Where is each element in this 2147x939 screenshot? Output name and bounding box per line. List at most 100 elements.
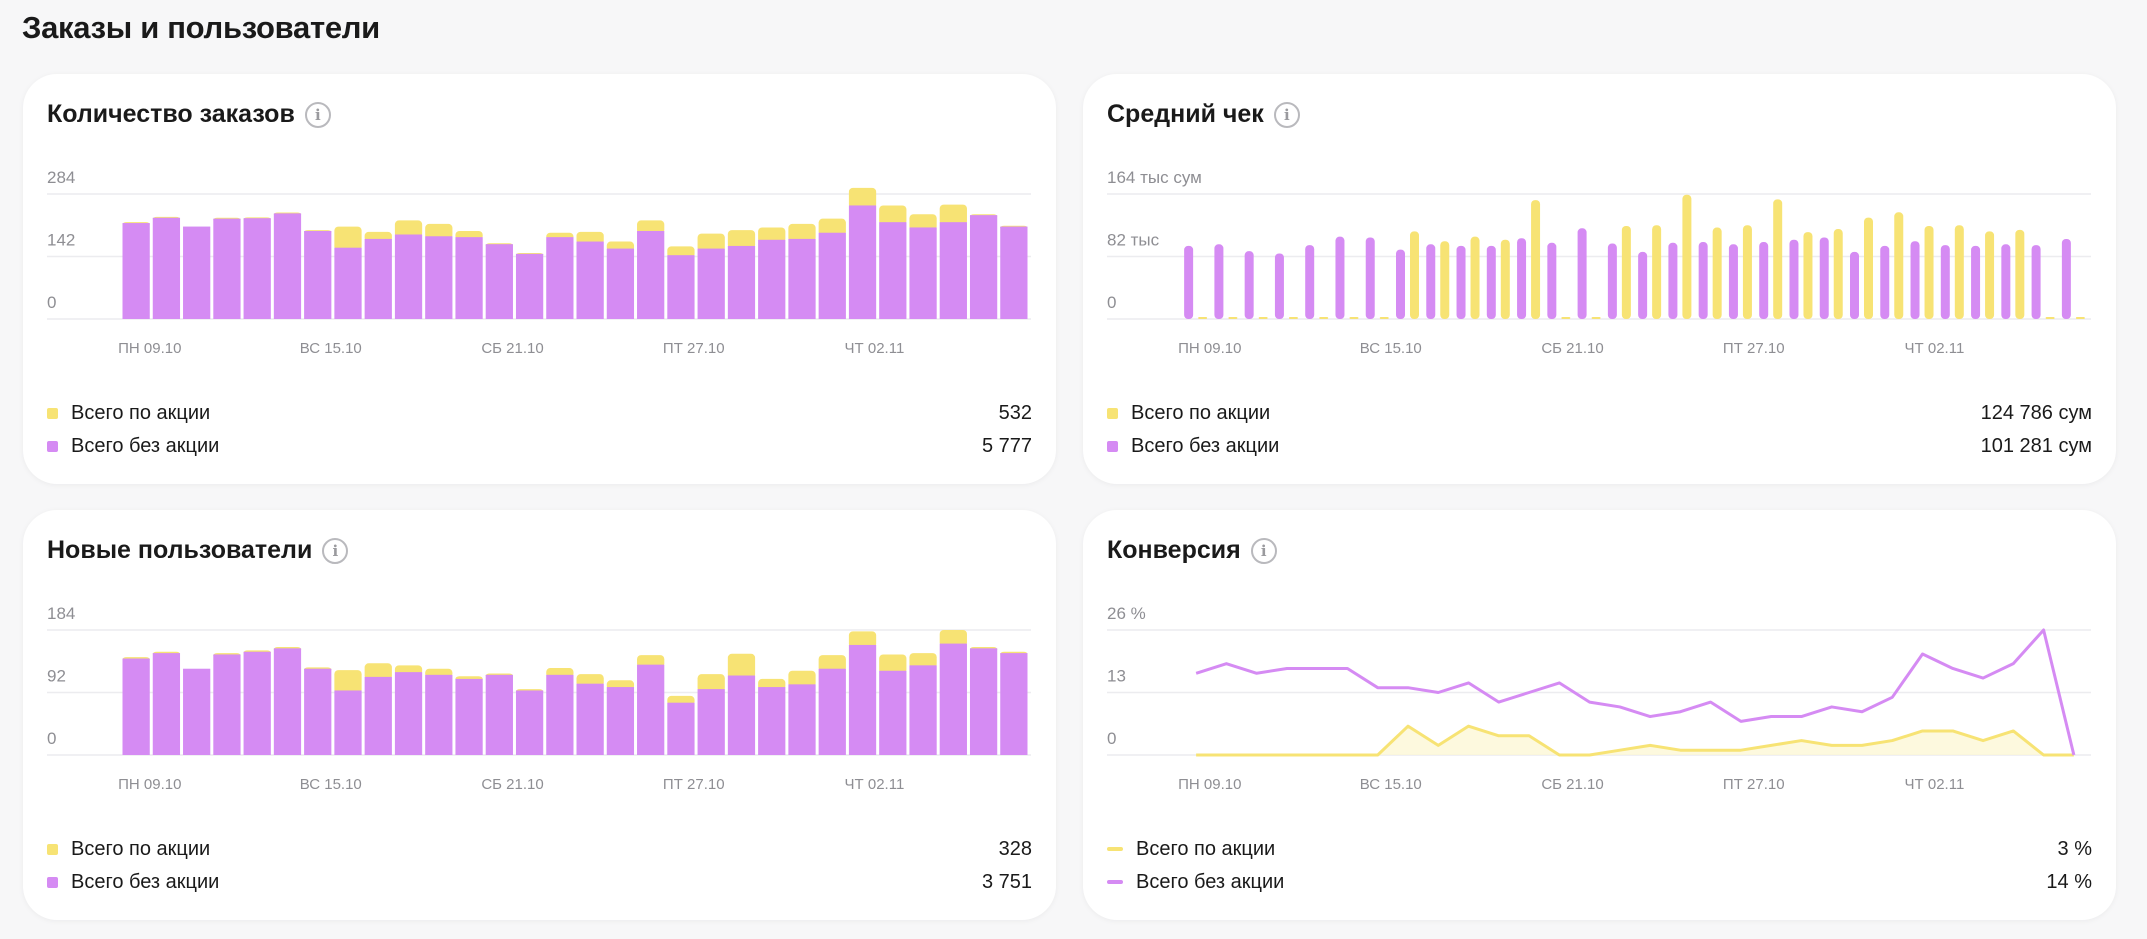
bar-promo[interactable]	[727, 653, 756, 679]
bar-promo[interactable]	[1652, 225, 1662, 319]
bar-promo[interactable]	[1349, 317, 1359, 319]
bar-no-promo[interactable]	[1668, 242, 1678, 319]
bar-promo[interactable]	[697, 674, 725, 693]
bar-no-promo[interactable]	[1728, 244, 1738, 319]
bar-no-promo[interactable]	[394, 672, 423, 755]
bar-no-promo[interactable]	[394, 234, 423, 319]
bar-no-promo[interactable]	[546, 674, 574, 755]
bar-promo[interactable]	[576, 674, 604, 687]
bar-no-promo[interactable]	[1486, 245, 1496, 319]
bar-promo[interactable]	[909, 214, 937, 231]
bar-no-promo[interactable]	[1335, 236, 1345, 319]
bar-no-promo[interactable]	[2001, 244, 2011, 319]
bar-promo[interactable]	[2045, 317, 2055, 319]
bar-promo[interactable]	[1440, 241, 1450, 319]
bar-promo[interactable]	[1742, 225, 1752, 319]
bar-no-promo[interactable]	[1184, 245, 1194, 319]
bar-no-promo[interactable]	[969, 648, 998, 755]
bar-no-promo[interactable]	[727, 245, 756, 319]
bar-promo[interactable]	[425, 223, 453, 240]
bar-promo[interactable]	[1561, 317, 1571, 319]
bar-no-promo[interactable]	[425, 236, 453, 319]
bar-no-promo[interactable]	[1547, 242, 1557, 319]
bar-no-promo[interactable]	[2061, 238, 2071, 319]
bar-promo[interactable]	[1410, 231, 1419, 319]
bar-no-promo[interactable]	[606, 687, 635, 755]
bar-no-promo[interactable]	[1698, 242, 1708, 319]
bar-no-promo[interactable]	[909, 227, 937, 319]
bar-no-promo[interactable]	[213, 218, 241, 319]
bar-no-promo[interactable]	[606, 248, 635, 319]
bar-no-promo[interactable]	[1819, 237, 1829, 319]
bar-no-promo[interactable]	[334, 690, 362, 755]
bar-no-promo[interactable]	[848, 205, 877, 319]
bar-promo[interactable]	[788, 223, 816, 242]
bar-no-promo[interactable]	[758, 687, 786, 755]
bar-no-promo[interactable]	[334, 247, 362, 319]
info-icon[interactable]: i	[304, 101, 331, 128]
bar-no-promo[interactable]	[304, 230, 332, 319]
bar-promo[interactable]	[1894, 212, 1904, 319]
bar-no-promo[interactable]	[576, 241, 604, 319]
bar-no-promo[interactable]	[1274, 253, 1284, 319]
bar-promo[interactable]	[1531, 200, 1541, 319]
info-icon[interactable]: i	[1250, 537, 1277, 564]
bar-promo[interactable]	[1288, 317, 1298, 319]
bar-promo[interactable]	[1712, 227, 1722, 319]
bar-no-promo[interactable]	[848, 644, 877, 755]
bar-no-promo[interactable]	[122, 658, 150, 755]
bar-no-promo[interactable]	[2031, 245, 2041, 319]
bar-promo[interactable]	[727, 230, 756, 249]
bar-no-promo[interactable]	[788, 684, 816, 755]
bar-no-promo[interactable]	[1940, 245, 1950, 319]
bar-promo[interactable]	[1621, 226, 1631, 319]
bar-no-promo[interactable]	[425, 674, 453, 755]
bar-no-promo[interactable]	[758, 239, 786, 319]
bar-no-promo[interactable]	[546, 237, 574, 319]
bar-promo[interactable]	[394, 220, 423, 238]
bar-promo[interactable]	[1379, 317, 1389, 319]
bar-no-promo[interactable]	[455, 678, 483, 755]
bar-no-promo[interactable]	[485, 244, 513, 319]
bar-promo[interactable]	[879, 205, 907, 226]
bar-promo[interactable]	[1924, 226, 1934, 319]
bar-no-promo[interactable]	[1244, 251, 1254, 319]
bar-no-promo[interactable]	[1396, 249, 1405, 319]
bar-promo[interactable]	[848, 631, 877, 648]
bar-no-promo[interactable]	[1365, 237, 1375, 319]
bar-no-promo[interactable]	[304, 668, 332, 755]
bar-no-promo[interactable]	[1910, 241, 1920, 319]
bar-promo[interactable]	[1198, 317, 1208, 319]
bar-promo[interactable]	[939, 204, 967, 226]
bar-no-promo[interactable]	[1000, 226, 1028, 319]
bar-no-promo[interactable]	[1305, 245, 1315, 319]
bar-promo[interactable]	[788, 670, 816, 688]
bar-no-promo[interactable]	[1214, 244, 1224, 319]
bar-promo[interactable]	[1591, 317, 1601, 319]
bar-no-promo[interactable]	[183, 668, 211, 755]
line-no-promo[interactable]	[1195, 628, 2076, 756]
bar-promo[interactable]	[697, 233, 725, 252]
bar-no-promo[interactable]	[576, 683, 604, 755]
bar-no-promo[interactable]	[515, 690, 544, 755]
bar-promo[interactable]	[1864, 217, 1873, 319]
bar-no-promo[interactable]	[364, 238, 392, 319]
bar-promo[interactable]	[637, 220, 665, 234]
bar-no-promo[interactable]	[909, 665, 937, 755]
info-icon[interactable]: i	[322, 537, 349, 564]
bar-no-promo[interactable]	[485, 674, 513, 755]
bar-no-promo[interactable]	[637, 664, 665, 755]
bar-promo[interactable]	[1773, 199, 1783, 319]
bar-no-promo[interactable]	[939, 222, 967, 319]
bar-no-promo[interactable]	[1607, 243, 1617, 319]
bar-no-promo[interactable]	[122, 223, 150, 319]
bar-no-promo[interactable]	[1638, 251, 1648, 319]
bar-promo[interactable]	[818, 218, 846, 236]
bar-promo[interactable]	[848, 187, 877, 209]
bar-promo[interactable]	[334, 226, 362, 251]
bar-promo[interactable]	[818, 655, 846, 672]
bar-no-promo[interactable]	[1850, 251, 1859, 319]
bar-promo[interactable]	[1470, 236, 1480, 319]
bar-no-promo[interactable]	[152, 217, 181, 319]
bar-no-promo[interactable]	[183, 226, 211, 319]
